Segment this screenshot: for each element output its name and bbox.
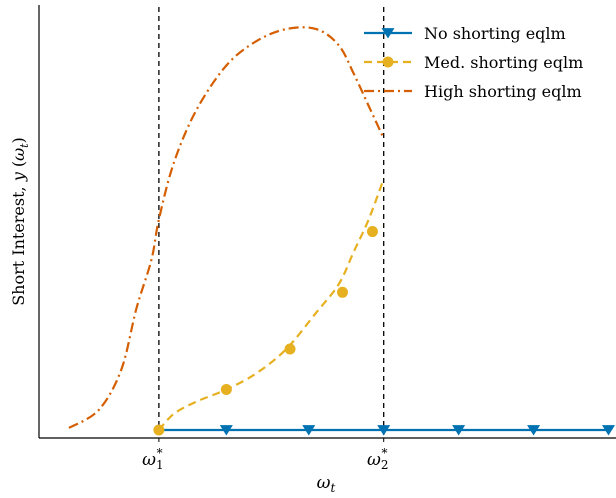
legend-marker-1 xyxy=(381,28,395,39)
series-1-point-3 xyxy=(377,425,391,436)
legend-marker-2 xyxy=(382,56,394,68)
legend-label-2: Med. shorting eqlm xyxy=(424,53,583,72)
series-2-point-5 xyxy=(366,226,378,238)
series-1-point-4 xyxy=(452,425,466,436)
series-2-point-3 xyxy=(284,343,296,355)
series-group xyxy=(68,26,616,436)
y-axis-label: Short Interest, y (ωt) xyxy=(9,137,31,306)
plot-area: ω1* ω2* ωt Short Interest, y (ωt) No shortin… xyxy=(9,5,616,495)
x-tick-label-1: ω1* xyxy=(142,446,164,472)
legend-label-3: High shorting eqlm xyxy=(424,82,582,101)
x-axis-label: ωt xyxy=(317,473,336,495)
series-1-point-1 xyxy=(219,425,233,436)
legend-label-1: No shorting eqlm xyxy=(424,24,566,43)
series-line-3 xyxy=(68,26,385,429)
series-1-point-2 xyxy=(302,425,316,436)
series-2-point-2 xyxy=(220,384,232,395)
x-tick-label-2: ω2* xyxy=(367,446,389,472)
series-line-2 xyxy=(158,178,385,431)
series-2-point-1 xyxy=(153,424,165,436)
series-2-point-4 xyxy=(336,286,348,298)
series-1-point-5 xyxy=(527,425,541,436)
series-1-point-6 xyxy=(602,425,616,436)
